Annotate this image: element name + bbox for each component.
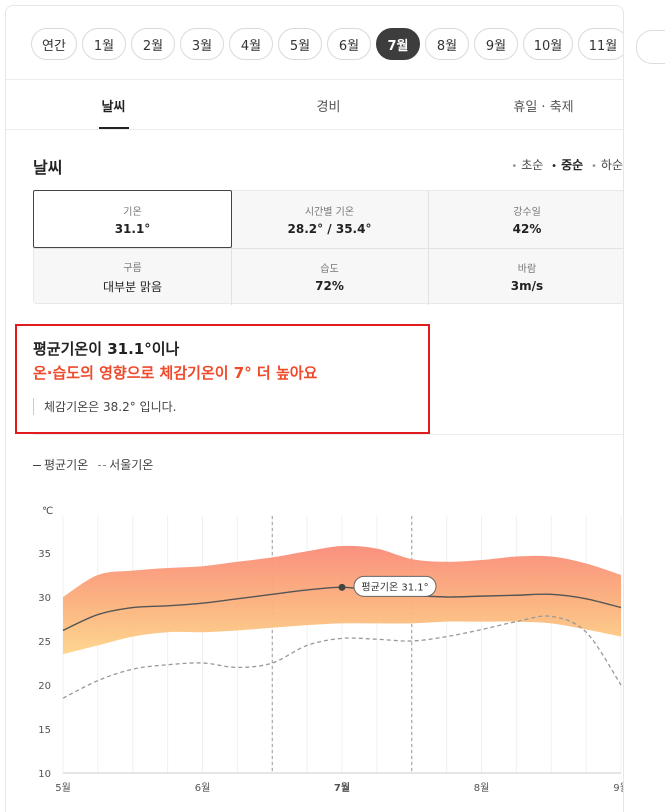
x-tick-label: 8월 xyxy=(474,782,490,794)
x-tick-label: 9월 xyxy=(613,782,624,794)
alert-detail: 체감기온은 38.2° 입니다. xyxy=(33,398,176,415)
tab-weather[interactable]: 날씨 xyxy=(101,99,126,115)
month-pill-8[interactable]: 8월 xyxy=(425,28,469,60)
season-early[interactable]: 초순 xyxy=(521,158,544,172)
month-pill-5[interactable]: 5월 xyxy=(278,28,322,60)
stat-value: 28.2° / 35.4° xyxy=(287,222,372,236)
season-mid[interactable]: 중순 xyxy=(561,158,584,172)
stat-label: 습도 xyxy=(320,264,339,275)
stat-value: 42% xyxy=(512,222,542,236)
x-tick-label: 5월 xyxy=(55,782,71,794)
month-selector: 연간 1월 2월 3월 4월 5월 6월 7월 8월 9월 10월 11월 xyxy=(6,6,623,80)
stat-cloud[interactable]: 구름 대부분 맑음 xyxy=(34,248,231,305)
stat-label: 바람 xyxy=(517,264,537,275)
y-tick-label: 20 xyxy=(38,681,51,692)
alert-highlight: 온·습도의 영향으로 체감기온이 7° 더 높아요 xyxy=(33,364,318,382)
highlight-tooltip xyxy=(353,575,437,597)
alert-headline: 평균기온이 31.1°이나 xyxy=(33,340,180,358)
highlight-label: 평균기온 31.1° xyxy=(361,581,428,593)
divider xyxy=(33,434,623,435)
stat-value: 72% xyxy=(315,279,344,293)
month-pill-7[interactable]: 7월 xyxy=(376,28,420,60)
stat-label: 강수일 xyxy=(513,207,541,218)
stat-value: 대부분 맑음 xyxy=(102,279,162,294)
stat-label: 구름 xyxy=(123,262,142,274)
stat-label: 기온 xyxy=(123,206,142,218)
y-axis-unit: ℃ xyxy=(42,506,53,517)
season-late[interactable]: 하순 xyxy=(600,158,623,172)
stat-temperature[interactable]: 기온 31.1° xyxy=(33,190,232,248)
y-tick-label: 10 xyxy=(38,769,51,780)
month-pill-4[interactable]: 4월 xyxy=(229,28,273,60)
stat-rain-days[interactable]: 강수일 42% xyxy=(428,191,623,248)
active-tab-indicator xyxy=(99,127,129,129)
tab-bar: 날씨 경비 휴일 · 축제 xyxy=(6,80,623,130)
month-pill-0[interactable]: 연간 xyxy=(31,28,77,60)
travel-weather-card: 연간 1월 2월 3월 4월 5월 6월 7월 8월 9월 10월 11월 날씨 경비 휴일 · 축제… xyxy=(5,5,624,812)
month-pill-11[interactable]: 11월 xyxy=(578,28,623,60)
month-pill-2[interactable]: 2월 xyxy=(131,28,175,60)
bullet-icon: • xyxy=(551,161,558,172)
legend-seoul: 서울기온 xyxy=(98,456,153,473)
chart-legend: 평균기온 서울기온 xyxy=(33,456,153,473)
month-pill-1[interactable]: 1월 xyxy=(82,28,126,60)
feels-like-alert: 평균기온이 31.1°이나 온·습도의 영향으로 체감기온이 7° 더 높아요 … xyxy=(15,324,430,434)
tab-cost[interactable]: 경비 xyxy=(316,99,341,115)
stat-value: 3m/s xyxy=(510,279,544,293)
month-pill-3[interactable]: 3월 xyxy=(180,28,224,60)
y-tick-label: 30 xyxy=(38,593,51,604)
month-pill-9[interactable]: 9월 xyxy=(474,28,518,60)
temperature-range-band xyxy=(63,545,621,655)
stat-label: 시간별 기온 xyxy=(304,207,355,218)
bullet-icon: • xyxy=(591,161,597,172)
y-tick-label: 35 xyxy=(38,549,51,560)
x-tick-label: 7월 xyxy=(334,782,350,794)
legend-avg: 평균기온 xyxy=(33,456,88,473)
stat-humidity[interactable]: 습도 72% xyxy=(231,248,428,305)
x-tick-label: 6월 xyxy=(195,782,211,794)
stat-wind[interactable]: 바람 3m/s xyxy=(428,248,623,305)
scroll-right-button[interactable] xyxy=(636,30,665,64)
season-selector: • 초순 • 중순 • 하순 xyxy=(493,156,623,173)
section-title: 날씨 xyxy=(33,158,63,177)
series-line-seoul xyxy=(62,615,622,699)
y-tick-label: 25 xyxy=(38,637,51,648)
month-pill-10[interactable]: 10월 xyxy=(523,28,573,60)
stat-value: 31.1° xyxy=(114,221,151,236)
month-pill-6[interactable]: 6월 xyxy=(327,28,371,60)
weather-stats-grid: 기온 31.1° 시간별 기온 28.2° / 35.4° 강수일 42% 구름… xyxy=(33,190,623,305)
tab-holiday-festival[interactable]: 휴일 · 축제 xyxy=(513,99,574,115)
bullet-icon: • xyxy=(511,161,518,172)
highlight-point xyxy=(338,583,346,591)
y-tick-label: 15 xyxy=(38,725,51,736)
temperature-chart: ℃ 10 15 20 25 30 35 평균기온 31.1° 5월 6월 7월 8월 9월 xyxy=(38,506,624,794)
stat-hourly-temperature[interactable]: 시간별 기온 28.2° / 35.4° xyxy=(231,191,428,248)
